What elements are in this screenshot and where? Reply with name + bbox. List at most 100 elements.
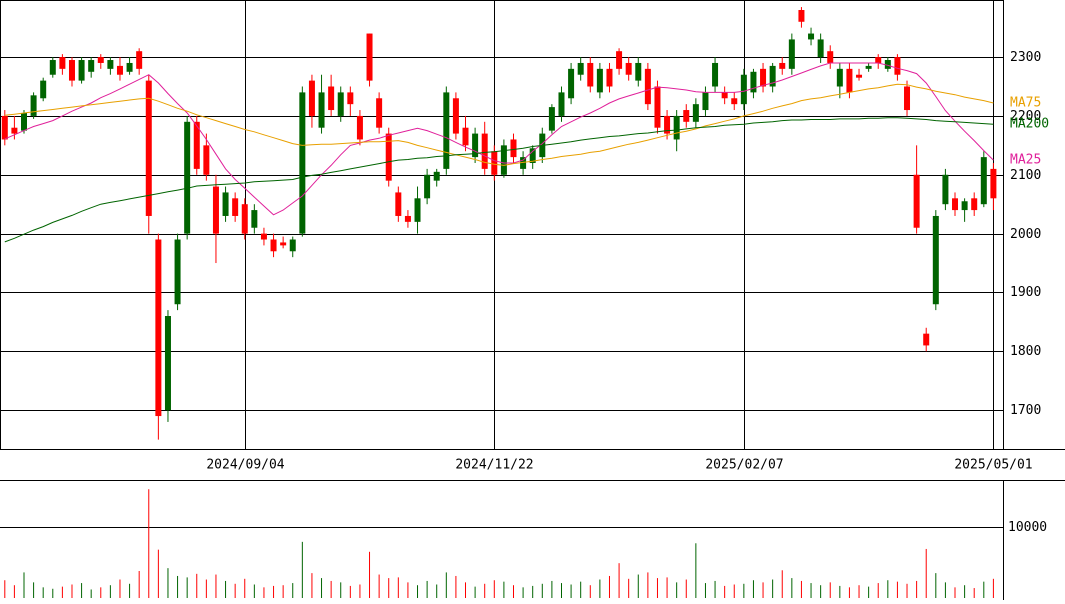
- candle-body: [923, 333, 930, 346]
- candle-body: [817, 39, 824, 58]
- candle-body: [750, 71, 757, 93]
- candle-body: [78, 60, 85, 81]
- candle-body: [875, 57, 882, 63]
- candle-body: [97, 57, 104, 63]
- candle-body: [952, 198, 959, 211]
- candle-body: [779, 62, 786, 69]
- candle-body: [376, 98, 383, 128]
- y-tick-label: 2100: [1010, 168, 1041, 183]
- candle-body: [942, 174, 949, 205]
- candle-body: [884, 60, 891, 69]
- candle-body: [116, 65, 123, 75]
- candle-body: [865, 65, 872, 69]
- candle-body: [971, 198, 978, 211]
- candle-body: [356, 115, 363, 140]
- candle-body: [904, 86, 911, 111]
- candle-body: [424, 174, 431, 199]
- candle-body: [568, 68, 575, 99]
- candle-body: [462, 127, 469, 146]
- legend-label: MA200: [1010, 117, 1049, 132]
- candle-body: [961, 201, 968, 211]
- candle-body: [616, 51, 623, 69]
- y-tick-label: 1700: [1010, 403, 1041, 418]
- y-tick-label: 10000: [1008, 520, 1047, 535]
- candle-body: [740, 74, 747, 105]
- candle-body: [577, 62, 584, 75]
- candle-body: [126, 62, 133, 72]
- candle-body: [30, 95, 37, 116]
- candle-body: [337, 92, 344, 116]
- candle-body: [443, 92, 450, 169]
- candle-body: [683, 110, 690, 122]
- candle-body: [846, 68, 853, 93]
- candle-body: [318, 92, 325, 128]
- candle-body: [932, 215, 939, 305]
- x-tick-label: 2024/11/22: [455, 458, 533, 473]
- candle-body: [664, 115, 671, 134]
- x-tick-label: 2024/09/04: [206, 458, 284, 473]
- candle-body: [500, 145, 507, 175]
- y-tick-label: 2200: [1010, 109, 1041, 124]
- candle-body: [203, 145, 210, 175]
- candle-body: [644, 68, 651, 105]
- candle-body: [20, 112, 27, 131]
- candle-body: [347, 92, 354, 105]
- candle-body: [385, 133, 392, 181]
- candle-body: [827, 51, 834, 63]
- candle-body: [625, 62, 632, 75]
- candle-body: [289, 239, 296, 252]
- candle-body: [184, 121, 191, 234]
- candle-body: [251, 210, 258, 228]
- candle-body: [788, 39, 795, 69]
- candle-body: [11, 127, 18, 134]
- candle-body: [990, 168, 997, 199]
- y-tick-label: 1900: [1010, 285, 1041, 300]
- candle-body: [712, 62, 719, 87]
- moving-average-line: [4, 83, 994, 166]
- candle-body: [836, 68, 843, 87]
- x-tick-label: 2025/05/01: [954, 458, 1032, 473]
- candle-body: [433, 171, 440, 181]
- candle-body: [510, 139, 517, 158]
- candle-body: [558, 92, 565, 116]
- candle-body: [1, 115, 8, 140]
- candle-body: [49, 60, 56, 75]
- candle-body: [270, 239, 277, 252]
- candle-body: [145, 80, 152, 216]
- candle-body: [894, 57, 901, 75]
- candle-body: [769, 65, 776, 87]
- candle-body: [241, 204, 248, 234]
- candle-body: [520, 157, 527, 169]
- candle-body: [68, 60, 75, 81]
- legend-label: MA75: [1010, 95, 1041, 110]
- moving-average-line: [4, 117, 994, 243]
- candle-body: [529, 148, 536, 164]
- candle-body: [280, 242, 287, 246]
- y-tick-label: 2000: [1010, 227, 1041, 242]
- candle-body: [721, 92, 728, 99]
- candle-body: [395, 192, 402, 216]
- candle-body: [88, 60, 95, 72]
- candle-body: [164, 316, 171, 411]
- candle-body: [635, 62, 642, 81]
- candle-body: [692, 104, 699, 122]
- candle-body: [491, 151, 498, 175]
- candle-body: [136, 51, 143, 69]
- candle-body: [856, 74, 863, 78]
- legend-label: MA25: [1010, 153, 1041, 168]
- candle-body: [260, 233, 267, 240]
- candle-body: [760, 68, 767, 87]
- candle-body: [212, 186, 219, 234]
- candle-body: [596, 68, 603, 93]
- y-tick-label: 1800: [1010, 344, 1041, 359]
- candle-body: [59, 57, 66, 69]
- candle-body: [808, 33, 815, 40]
- candle-body: [174, 239, 181, 305]
- y-tick-label: 2300: [1010, 50, 1041, 65]
- candle-body: [40, 80, 47, 99]
- candle-body: [731, 98, 738, 105]
- candle-body: [193, 121, 200, 169]
- candle-body: [548, 107, 555, 131]
- candle-body: [587, 62, 594, 87]
